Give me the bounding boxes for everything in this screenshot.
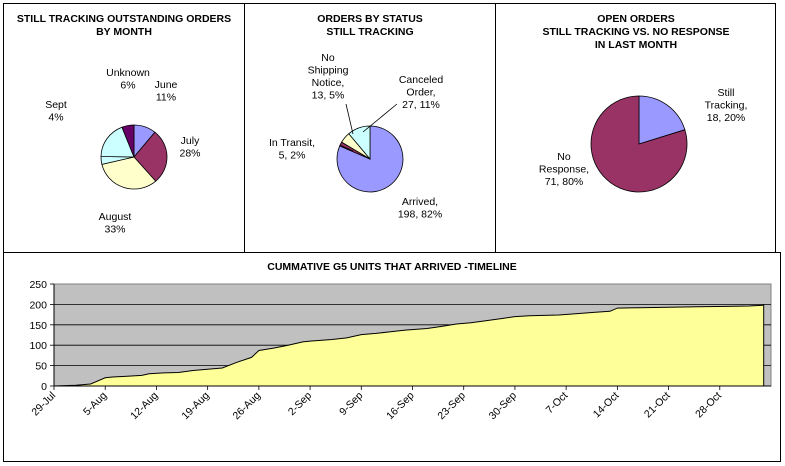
pie-panel-by-status: ORDERS BY STATUS STILL TRACKING Arrived, 19…	[244, 3, 496, 253]
x-tick-label: 19-Aug	[179, 390, 212, 423]
x-tick-label: 14-Oct	[591, 390, 622, 421]
pie-panel-by-month: STILL TRACKING OUTSTANDING ORDERS BY MONT…	[3, 3, 245, 253]
slice-label-still-tracking: Tracking,	[705, 100, 748, 112]
slice-label-no-shipping-notice: Notice,	[312, 77, 345, 89]
x-tick-label: 28-Oct	[693, 390, 724, 421]
slice-label-sept: Sept	[45, 99, 67, 111]
pie-slice-august	[101, 156, 157, 190]
x-tick-label: 23-Sep	[435, 390, 468, 423]
slice-label-canceled-order: Order,	[406, 87, 435, 99]
slice-label-august: 33%	[104, 224, 125, 236]
x-tick-label: 16-Sep	[384, 390, 417, 423]
leader-line-canceled-order	[362, 103, 398, 133]
slice-label-no-response: 71, 80%	[545, 176, 584, 188]
x-tick-label: 29-Jul	[29, 390, 58, 419]
slice-label-no-response: Response,	[539, 164, 589, 176]
slice-label-july: 28%	[179, 148, 200, 160]
y-tick-label: 250	[29, 279, 47, 291]
slice-label-august: August	[99, 211, 132, 223]
leader-line-no-shipping-notice	[345, 103, 354, 135]
pie-panel-open-orders: OPEN ORDERS STILL TRACKING VS. NO RESPONS…	[495, 3, 776, 253]
slice-label-still-tracking: 18, 20%	[707, 112, 746, 124]
x-tick-label: 26-Aug	[231, 390, 264, 423]
x-tick-label: 30-Sep	[487, 390, 520, 423]
slice-label-no-shipping-notice: Shipping	[308, 65, 349, 77]
chart-title: BY MONTH	[96, 26, 152, 38]
chart-title: ORDERS BY STATUS	[317, 13, 423, 25]
slice-label-in-transit: 5, 2%	[279, 150, 306, 162]
chart-title: STILL TRACKING	[326, 26, 413, 38]
timeline-panel: CUMMATIVE G5 UNITS THAT ARRIVED -TIMELIN…	[3, 252, 781, 462]
slice-label-canceled-order: Canceled	[399, 74, 444, 86]
chart-title: STILL TRACKING VS. NO RESPONSE	[542, 26, 729, 38]
slice-label-unknown: Unknown	[106, 67, 150, 79]
x-tick-label: 7-Oct	[544, 390, 571, 417]
chart-title: OPEN ORDERS	[597, 13, 675, 25]
chart-title: STILL TRACKING OUTSTANDING ORDERS	[17, 13, 231, 25]
slice-label-no-response: No	[557, 151, 571, 163]
slice-label-canceled-order: 27, 11%	[402, 99, 440, 111]
slice-label-arrived: 198, 82%	[398, 209, 442, 221]
pie-slice-still-tracking	[638, 95, 686, 145]
pie-slice-sept	[100, 126, 135, 158]
slice-label-sept: 4%	[48, 112, 63, 124]
y-tick-label: 150	[29, 320, 47, 332]
leader-line-in-transit	[339, 144, 354, 152]
slice-label-arrived: Arrived,	[402, 196, 438, 208]
x-tick-label: 12-Aug	[128, 390, 161, 423]
pie-slice-july	[133, 131, 168, 182]
y-tick-label: 0	[41, 381, 47, 393]
slice-label-no-shipping-notice: No	[321, 52, 335, 64]
slice-label-unknown: 6%	[120, 80, 135, 92]
chart-title: CUMMATIVE G5 UNITS THAT ARRIVED -TIMELIN…	[267, 261, 516, 273]
y-tick-label: 200	[29, 299, 47, 311]
slice-label-june: June	[155, 79, 178, 91]
x-tick-label: 5-Aug	[81, 390, 109, 418]
pie-slice-no-response	[590, 95, 688, 193]
y-tick-label: 50	[35, 361, 47, 373]
slice-label-june: 11%	[156, 92, 176, 104]
slice-label-still-tracking: Still	[718, 87, 735, 99]
timeline-area-chart: CUMMATIVE G5 UNITS THAT ARRIVED -TIMELIN…	[29, 261, 772, 423]
slice-label-no-shipping-notice: 13, 5%	[312, 90, 345, 102]
x-tick-label: 21-Oct	[642, 390, 673, 421]
chart-title: IN LAST MONTH	[595, 39, 677, 51]
x-tick-label: 9-Sep	[337, 390, 365, 418]
y-tick-label: 100	[29, 340, 47, 352]
slice-label-in-transit: In Transit,	[269, 137, 315, 149]
area-series-cumulative-units	[53, 304, 765, 387]
slice-label-july: July	[181, 135, 200, 147]
x-tick-label: 2-Sep	[286, 390, 314, 418]
pie-slice-unknown	[121, 124, 135, 158]
